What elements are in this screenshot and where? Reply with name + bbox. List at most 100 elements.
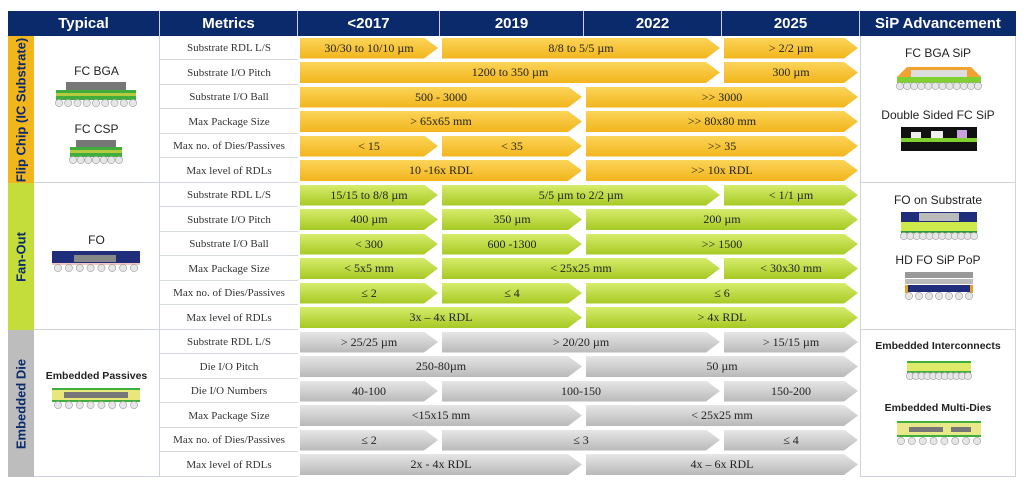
metric-label: Substrate RDL L/S xyxy=(160,330,298,354)
roadmap-arrow: 8/8 to 5/5 µm xyxy=(442,38,720,59)
double-sided-fc-sip-icon xyxy=(891,125,987,160)
sip-advancement-cell: FO on Substrate HD FO SiP PoP xyxy=(860,183,1016,330)
roadmap-arrow: > 25/25 µm xyxy=(300,332,438,353)
metric-label: Die I/O Pitch xyxy=(160,355,298,379)
metric-label: Substrate RDL L/S xyxy=(160,36,298,60)
sip-label: Embedded Multi-Dies xyxy=(884,402,992,414)
roadmap-arrow: < 25x25 mm xyxy=(586,405,858,426)
sip-label: FO on Substrate xyxy=(893,193,983,207)
metric-label: Substrate I/O Pitch xyxy=(160,208,298,232)
header-typical: Typical xyxy=(8,11,160,36)
roadmap-arrow: > 20/20 µm xyxy=(442,332,720,353)
roadmap-arrow: 500 - 3000 xyxy=(300,87,582,108)
roadmap-arrow: 4x – 6x RDL xyxy=(586,454,858,475)
roadmap-arrow: 5/5 µm to 2/2 µm xyxy=(442,185,720,206)
roadmap-arrow: 150-200 xyxy=(724,381,858,402)
metric-label: Substrate I/O Pitch xyxy=(160,61,298,85)
roadmap-arrow: < 25x25 mm xyxy=(442,258,720,279)
metric-label: Substrate I/O Ball xyxy=(160,85,298,109)
sip-label: FC BGA SiP xyxy=(904,46,972,60)
fc-bga-sip-icon xyxy=(891,63,987,98)
metric-label: Max level of RDLs xyxy=(160,306,298,330)
section-fo: Fan-Out FO FO on Substrate HD FO SiP PoP Sub… xyxy=(8,183,1016,330)
roadmap-arrow: 200 µm xyxy=(586,209,858,230)
roadmap-arrow: ≤ 6 xyxy=(586,283,858,304)
metric-label: Max level of RDLs xyxy=(160,159,298,183)
hd-fo-sip-pop-icon xyxy=(891,270,987,305)
header-sip-advancement: SiP Advancement xyxy=(875,15,1001,32)
fc-bga-package-icon xyxy=(48,80,144,115)
typical-cell: FC BGA FC CSP xyxy=(34,36,160,183)
roadmap-arrow: ≤ 2 xyxy=(300,430,438,451)
header-2022: 2022 xyxy=(584,11,722,36)
roadmap-arrow: > 2/2 µm xyxy=(724,38,858,59)
fan-out-package-icon xyxy=(48,249,144,284)
roadmap-arrow: < 1/1 µm xyxy=(724,185,858,206)
header-2025: 2025 xyxy=(722,11,860,36)
section-label-bar: Fan-Out xyxy=(8,183,34,330)
roadmap-arrow: 50 µm xyxy=(586,356,858,377)
roadmap-arrow: 3x – 4x RDL xyxy=(300,307,582,328)
roadmap-arrow: ≤ 3 xyxy=(442,430,720,451)
roadmap-arrow: 400 µm xyxy=(300,209,438,230)
header-2019: 2019 xyxy=(440,11,584,36)
sip-label: Embedded Interconnects xyxy=(875,340,1001,352)
typical-cell: FO xyxy=(34,183,160,330)
sip-advancement-cell: Embedded Interconnects Embedded Multi-Die… xyxy=(860,330,1016,477)
section-label: Embedded Die xyxy=(13,358,29,449)
roadmap-arrow: >> 80x80 mm xyxy=(586,111,858,132)
roadmap-arrow: 1200 to 350 µm xyxy=(300,62,720,83)
typical-label: FC CSP xyxy=(74,122,119,136)
section-label: Flip Chip (IC Substrate) xyxy=(13,37,29,182)
metric-label: Max Package Size xyxy=(160,110,298,134)
metric-label: Max level of RDLs xyxy=(160,453,298,477)
roadmap-arrow: ≤ 4 xyxy=(442,283,582,304)
roadmap-arrow: > 65x65 mm xyxy=(300,111,582,132)
roadmap-arrow: < 35 xyxy=(442,136,582,157)
roadmap-arrow: < 15 xyxy=(300,136,438,157)
roadmap-arrow: >> 1500 xyxy=(586,234,858,255)
roadmap-arrow: 10 -16x RDL xyxy=(300,160,582,181)
roadmap-arrow: < 300 xyxy=(300,234,438,255)
header-2017: <2017 xyxy=(298,11,440,36)
roadmap-arrow: 100-150 xyxy=(442,381,720,402)
roadmap-arrow: 30/30 to 10/10 µm xyxy=(300,38,438,59)
section-label-bar: Flip Chip (IC Substrate) xyxy=(8,36,34,183)
embedded-passives-package-icon xyxy=(48,386,144,421)
section-label-bar: Embedded Die xyxy=(8,330,34,477)
metric-label: Max no. of Dies/Passives xyxy=(160,281,298,305)
metric-label: Die I/O Numbers xyxy=(160,379,298,403)
roadmap-arrow: 350 µm xyxy=(442,209,582,230)
table-header: Typical Metrics <2017 2019 2022 2025 SiP… xyxy=(8,11,1016,36)
metric-label: Substrate I/O Ball xyxy=(160,232,298,256)
roadmap-arrow: > 4x RDL xyxy=(586,307,858,328)
roadmap-arrow: < 5x5 mm xyxy=(300,258,438,279)
metric-label: Max Package Size xyxy=(160,404,298,428)
sip-advancement-cell: FC BGA SiP Double Sided FC SiP xyxy=(860,36,1016,183)
roadmap-arrow: < 30x30 mm xyxy=(724,258,858,279)
typical-label: FC BGA xyxy=(74,64,119,78)
roadmap-arrow: 2x - 4x RDL xyxy=(300,454,582,475)
section-label: Fan-Out xyxy=(13,231,29,282)
fo-on-substrate-icon xyxy=(891,210,987,245)
roadmap-arrow: 300 µm xyxy=(724,62,858,83)
metric-label: Substrate RDL L/S xyxy=(160,183,298,207)
metric-label: Max no. of Dies/Passives xyxy=(160,428,298,452)
fc-csp-package-icon xyxy=(48,138,144,173)
metric-label: Max no. of Dies/Passives xyxy=(160,134,298,158)
section-fc: Flip Chip (IC Substrate) FC BGA FC CSP FC B… xyxy=(8,36,1016,183)
section-ed: Embedded Die Embedded Passives Embedded In… xyxy=(8,330,1016,477)
roadmap-arrow: 250-80µm xyxy=(300,356,582,377)
roadmap-arrow: >> 35 xyxy=(586,136,858,157)
sip-label: Double Sided FC SiP xyxy=(881,108,995,122)
roadmap-arrow: ≤ 4 xyxy=(724,430,858,451)
typical-cell: Embedded Passives xyxy=(34,330,160,477)
roadmap-arrow: >> 3000 xyxy=(586,87,858,108)
roadmap-arrow: 600 -1300 xyxy=(442,234,582,255)
embedded-multi-dies-icon xyxy=(891,419,987,454)
roadmap-arrow: <15x15 mm xyxy=(300,405,582,426)
roadmap-arrow: 40-100 xyxy=(300,381,438,402)
embedded-interconnects-icon xyxy=(891,357,987,392)
roadmap-arrow: > 15/15 µm xyxy=(724,332,858,353)
roadmap-arrow: >> 10x RDL xyxy=(586,160,858,181)
